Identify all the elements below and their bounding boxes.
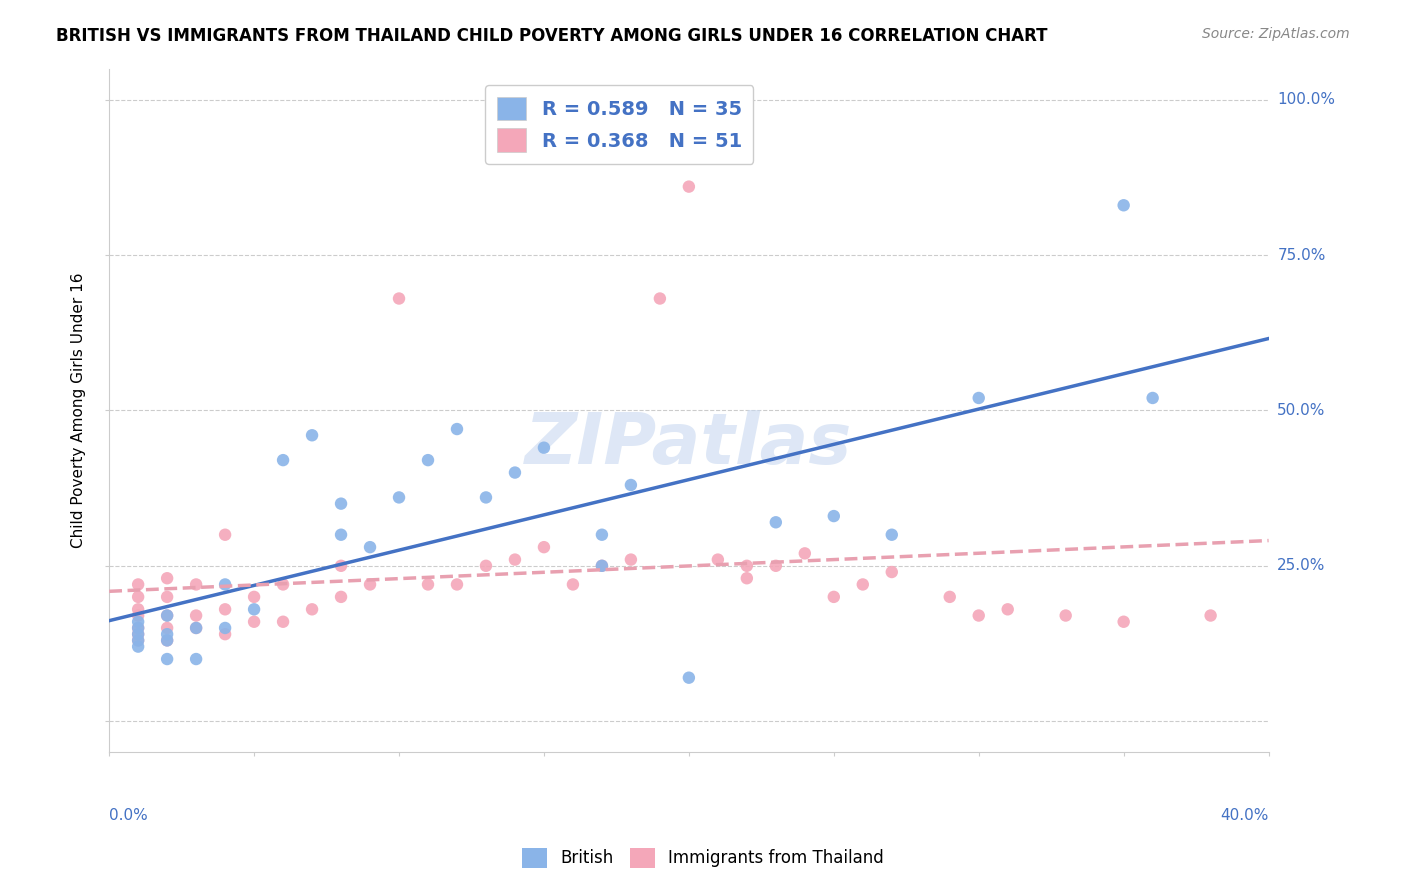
- Point: [127, 640, 149, 654]
- Point: [765, 558, 787, 573]
- Text: 50.0%: 50.0%: [1277, 403, 1326, 417]
- Point: [156, 590, 179, 604]
- Text: ZIPatlas: ZIPatlas: [526, 410, 852, 479]
- Point: [127, 602, 149, 616]
- Point: [967, 608, 990, 623]
- Point: [301, 602, 323, 616]
- Point: [184, 621, 207, 635]
- Point: [271, 577, 294, 591]
- Point: [330, 527, 353, 541]
- Point: [735, 571, 758, 585]
- Point: [127, 621, 149, 635]
- Point: [184, 577, 207, 591]
- Point: [156, 627, 179, 641]
- Point: [156, 571, 179, 585]
- Point: [156, 621, 179, 635]
- Point: [243, 602, 266, 616]
- Point: [243, 590, 266, 604]
- Point: [823, 590, 845, 604]
- Point: [214, 621, 236, 635]
- Point: [388, 292, 411, 306]
- Point: [127, 633, 149, 648]
- Point: [388, 491, 411, 505]
- Point: [591, 558, 613, 573]
- Point: [591, 527, 613, 541]
- Point: [416, 577, 439, 591]
- Point: [765, 516, 787, 530]
- Point: [880, 527, 903, 541]
- Point: [127, 627, 149, 641]
- Point: [1112, 615, 1135, 629]
- Point: [359, 577, 381, 591]
- Point: [1199, 608, 1222, 623]
- Point: [330, 558, 353, 573]
- Legend: British, Immigrants from Thailand: British, Immigrants from Thailand: [515, 841, 891, 875]
- Point: [938, 590, 960, 604]
- Point: [997, 602, 1019, 616]
- Point: [243, 615, 266, 629]
- Point: [330, 590, 353, 604]
- Point: [707, 552, 730, 566]
- Point: [1112, 198, 1135, 212]
- Text: 75.0%: 75.0%: [1277, 247, 1326, 262]
- Point: [823, 509, 845, 524]
- Point: [416, 453, 439, 467]
- Text: Source: ZipAtlas.com: Source: ZipAtlas.com: [1202, 27, 1350, 41]
- Text: 25.0%: 25.0%: [1277, 558, 1326, 574]
- Point: [301, 428, 323, 442]
- Point: [1054, 608, 1077, 623]
- Point: [446, 577, 468, 591]
- Y-axis label: Child Poverty Among Girls Under 16: Child Poverty Among Girls Under 16: [72, 273, 86, 549]
- Point: [156, 633, 179, 648]
- Point: [127, 633, 149, 648]
- Point: [359, 540, 381, 554]
- Point: [620, 478, 643, 492]
- Point: [678, 179, 700, 194]
- Point: [620, 552, 643, 566]
- Point: [533, 441, 555, 455]
- Text: 40.0%: 40.0%: [1220, 808, 1268, 823]
- Point: [127, 608, 149, 623]
- Point: [127, 577, 149, 591]
- Point: [475, 491, 498, 505]
- Point: [127, 627, 149, 641]
- Point: [127, 621, 149, 635]
- Point: [503, 466, 526, 480]
- Point: [735, 558, 758, 573]
- Point: [214, 527, 236, 541]
- Legend: R = 0.589   N = 35, R = 0.368   N = 51: R = 0.589 N = 35, R = 0.368 N = 51: [485, 85, 754, 163]
- Point: [214, 627, 236, 641]
- Point: [330, 497, 353, 511]
- Point: [127, 615, 149, 629]
- Point: [967, 391, 990, 405]
- Point: [1142, 391, 1164, 405]
- Point: [591, 558, 613, 573]
- Point: [214, 577, 236, 591]
- Point: [446, 422, 468, 436]
- Point: [503, 552, 526, 566]
- Text: BRITISH VS IMMIGRANTS FROM THAILAND CHILD POVERTY AMONG GIRLS UNDER 16 CORRELATI: BRITISH VS IMMIGRANTS FROM THAILAND CHIL…: [56, 27, 1047, 45]
- Point: [184, 608, 207, 623]
- Point: [880, 565, 903, 579]
- Point: [793, 546, 815, 560]
- Point: [561, 577, 583, 591]
- Point: [156, 633, 179, 648]
- Point: [271, 453, 294, 467]
- Point: [127, 590, 149, 604]
- Point: [475, 558, 498, 573]
- Point: [214, 602, 236, 616]
- Point: [156, 608, 179, 623]
- Text: 100.0%: 100.0%: [1277, 92, 1336, 107]
- Point: [156, 608, 179, 623]
- Point: [648, 292, 671, 306]
- Point: [678, 671, 700, 685]
- Text: 0.0%: 0.0%: [110, 808, 148, 823]
- Point: [184, 621, 207, 635]
- Point: [533, 540, 555, 554]
- Point: [271, 615, 294, 629]
- Point: [156, 652, 179, 666]
- Point: [184, 652, 207, 666]
- Point: [852, 577, 875, 591]
